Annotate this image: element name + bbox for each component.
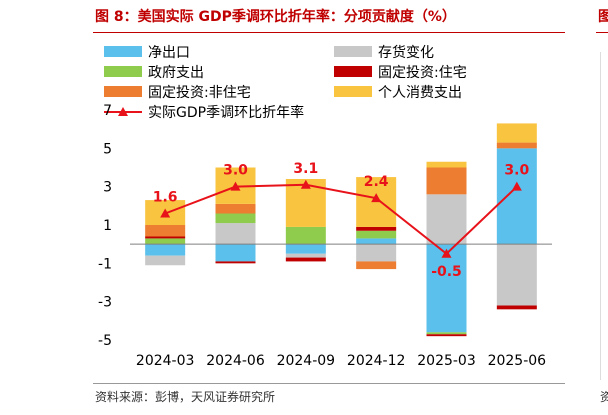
bar-segment-government	[426, 332, 467, 335]
legend-swatch	[104, 86, 142, 97]
bar-segment-nonres_investment	[426, 167, 467, 195]
gdp-point	[160, 208, 171, 218]
bar-segment-inventory	[285, 253, 326, 258]
bar-segment-nonres_investment	[215, 203, 256, 214]
bar-segment-net_exports	[145, 244, 186, 256]
gdp-point	[441, 248, 452, 258]
bar-segment-inventory	[426, 194, 467, 245]
bar-segment-net_exports	[215, 244, 256, 262]
bar-segment-government	[215, 213, 256, 224]
x-tick-label: 2024-12	[347, 353, 406, 369]
bar-segment-residential	[285, 257, 326, 262]
legend-swatch	[104, 66, 142, 77]
bar-segment-nonres_investment	[496, 142, 537, 149]
y-tick-label: -5	[98, 333, 112, 349]
legend-label: 固定投资:非住宅	[148, 85, 251, 101]
gdp-point	[300, 179, 311, 189]
gdp-data-label: 2.4	[364, 174, 389, 190]
legend-marker	[118, 107, 128, 116]
next-figure-edge	[600, 52, 601, 380]
x-tick-label: 2024-03	[136, 353, 195, 369]
legend-swatch	[334, 86, 372, 97]
x-tick-label: 2025-06	[488, 353, 547, 369]
bar-segment-net_exports	[356, 238, 397, 245]
gdp-point	[371, 193, 382, 203]
bar-segment-inventory	[356, 244, 397, 262]
gdp-data-label: 3.1	[293, 161, 318, 177]
legend-swatch	[104, 46, 142, 57]
source-rule	[93, 383, 565, 384]
bar-segment-consumption	[426, 161, 467, 168]
source-note: 资料来源：彭博，天风证券研究所	[95, 390, 276, 404]
y-tick-label: -1	[98, 256, 112, 272]
next-figure-title-fragment: 图	[598, 9, 608, 25]
bar-segment-residential	[356, 226, 397, 231]
y-tick-label: 3	[103, 180, 112, 196]
gdp-point	[230, 181, 241, 191]
next-figure-rule	[596, 32, 608, 33]
gdp-data-label: 3.0	[504, 163, 529, 179]
bar-segment-consumption	[496, 123, 537, 143]
bar-segment-nonres_investment	[356, 261, 397, 270]
bar-segment-residential	[145, 236, 186, 239]
gdp-series-line	[164, 183, 518, 256]
legend-label: 政府支出	[148, 65, 204, 81]
bar-segment-government	[285, 226, 326, 245]
x-tick-label: 2024-06	[206, 353, 265, 369]
y-tick-label: 7	[103, 103, 112, 119]
bar-segment-residential	[496, 305, 537, 310]
bar-segment-nonres_investment	[145, 225, 186, 237]
bar-segment-net_exports	[496, 148, 537, 245]
bar-segment-government	[145, 238, 186, 245]
legend-label: 固定投资:住宅	[378, 65, 467, 81]
legend-label: 存货变化	[378, 44, 434, 61]
legend-label: 净出口	[148, 45, 190, 61]
bar-segment-inventory	[215, 223, 256, 245]
x-axis: 2024-03 2024-06 2024-09 2024-12 2025-03 2025-…	[136, 353, 546, 369]
bar-segment-net_exports	[285, 244, 326, 254]
legend-swatch	[334, 46, 372, 57]
gdp-data-label: 3.0	[223, 163, 248, 179]
y-tick-label: -3	[98, 295, 112, 311]
bar-segment-residential	[215, 261, 256, 264]
legend-label: 实际GDP季调环比折年率	[148, 104, 304, 121]
bar-segment-inventory	[145, 255, 186, 266]
title-rule	[93, 32, 565, 33]
x-tick-label: 2025-03	[417, 353, 476, 369]
bars	[145, 123, 537, 337]
next-figure-source-fragment: 资	[600, 390, 608, 404]
bar-segment-government	[356, 230, 397, 239]
gdp-data-label: 1.6	[153, 190, 178, 206]
y-axis: -5 -3 -1 1 3 5 7	[98, 103, 112, 349]
gdp-point	[511, 181, 522, 191]
y-tick-label: 1	[103, 218, 112, 234]
gdp-data-label: -0.5	[431, 264, 462, 280]
page-title: 图 8：美国实际 GDP季调环比折年率：分项贡献度（%）	[95, 9, 456, 25]
bar-segment-net_exports	[426, 244, 467, 333]
bar-segment-residential	[426, 334, 467, 337]
y-tick-label: 5	[103, 141, 112, 157]
gdp-line-layer: 1.6 3.0 3.1 2.4 -0.5 3.0	[153, 161, 530, 280]
x-tick-label: 2024-09	[277, 353, 336, 369]
legend-swatch	[334, 66, 372, 77]
legend-label: 个人消费支出	[378, 85, 462, 101]
bar-segment-inventory	[496, 244, 537, 306]
